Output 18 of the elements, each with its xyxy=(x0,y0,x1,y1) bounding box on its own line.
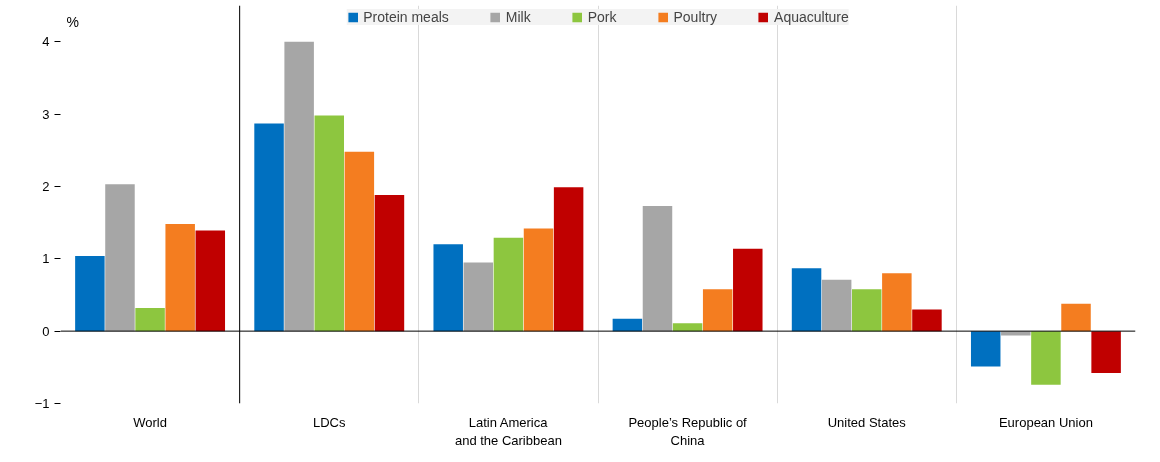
y-tick-label: 3 xyxy=(42,106,50,122)
y-tick-label: −1 xyxy=(34,396,50,411)
x-tick-label: LDCs xyxy=(313,414,346,430)
y-tick-label: 2 xyxy=(42,178,50,194)
x-tick-label: Latin America and the Caribbean xyxy=(454,414,562,448)
legend-label: Milk xyxy=(505,9,531,25)
x-tick-label: United States xyxy=(827,414,907,430)
y-axis-title: % xyxy=(66,13,79,30)
y-tick-label: 1 xyxy=(42,251,50,267)
y-tick-label: 0 xyxy=(42,323,50,339)
legend-label: Protein meals xyxy=(363,9,449,25)
y-tick-label: 4 xyxy=(42,34,50,50)
legend-label: Pork xyxy=(587,9,617,25)
legend-label: Poultry xyxy=(673,9,718,25)
x-tick-label: World xyxy=(133,414,167,430)
x-tick-label: European Union xyxy=(998,414,1093,430)
legend-label: Aquaculture xyxy=(774,9,849,25)
x-tick-label: People’s Republic of China xyxy=(628,414,748,448)
